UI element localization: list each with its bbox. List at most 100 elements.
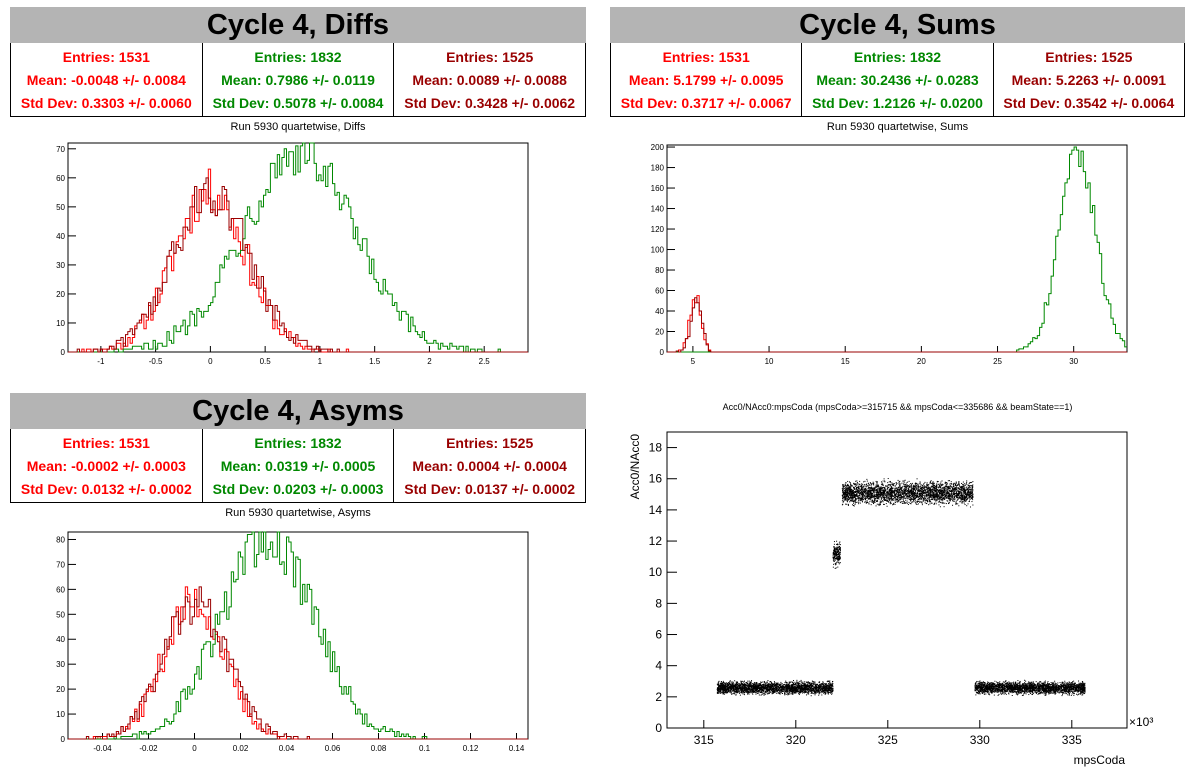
scatter-point xyxy=(808,687,810,689)
scatter-point xyxy=(887,500,889,502)
scatter-point xyxy=(774,689,776,691)
scatter-point xyxy=(729,684,731,686)
scatter-point xyxy=(774,685,776,687)
scatter-point xyxy=(814,686,816,688)
x-tick-label: 0 xyxy=(208,357,213,366)
scatter-point xyxy=(909,492,911,494)
scatter-point xyxy=(852,494,854,496)
scatter-point xyxy=(969,489,971,491)
scatter-point xyxy=(784,690,786,692)
scatter-point xyxy=(833,546,835,548)
scatter-point xyxy=(725,692,727,694)
scatter-point xyxy=(763,684,765,686)
scatter-point xyxy=(730,691,732,693)
scatter-point xyxy=(846,500,848,502)
scatter-point xyxy=(883,488,885,490)
scatter-point xyxy=(735,683,737,685)
scatter-point xyxy=(771,689,773,691)
mean-text: Mean: 5.1799 +/- 0.0095 xyxy=(628,71,784,88)
y-axis-label: Acc0/NAcc0 xyxy=(628,434,642,500)
scatter-point xyxy=(833,550,835,552)
scatter-point xyxy=(799,683,801,685)
scatter-point xyxy=(736,684,738,686)
scatter-point xyxy=(725,682,727,684)
scatter-point xyxy=(861,486,863,488)
scatter-point xyxy=(720,689,722,691)
scatter-point xyxy=(942,492,944,494)
scatter-point xyxy=(724,690,726,692)
scatter-point xyxy=(717,683,719,685)
scatter-point xyxy=(886,497,888,499)
scatter-point xyxy=(831,690,833,692)
scatter-point xyxy=(819,688,821,690)
scatter-point xyxy=(755,686,757,688)
scatter-point xyxy=(928,495,930,497)
scatter-point xyxy=(963,498,965,500)
scatter-point xyxy=(815,687,817,689)
scatter-point xyxy=(769,686,771,688)
scatter-point xyxy=(921,493,923,495)
scatter-point xyxy=(763,690,765,692)
plot-frame xyxy=(666,144,1128,353)
scatter-point xyxy=(833,560,835,562)
scatter-point xyxy=(754,686,756,688)
scatter-point xyxy=(767,684,769,686)
scatter-point xyxy=(852,491,854,493)
scatter-point xyxy=(787,684,789,686)
scatter-point xyxy=(885,489,887,491)
scatter-point xyxy=(821,688,823,690)
scatter-point xyxy=(768,690,770,692)
scatter-point xyxy=(721,682,723,684)
scatter-point xyxy=(801,682,803,684)
scatter-point xyxy=(948,494,950,496)
scatter-point xyxy=(849,492,851,494)
scatter-point xyxy=(832,683,834,685)
scatter-point xyxy=(964,485,966,487)
scatter-point xyxy=(967,489,969,491)
scatter-point xyxy=(960,495,962,497)
scatter-point xyxy=(722,680,724,682)
scatter-point xyxy=(733,690,735,692)
x-tick-label: 315 xyxy=(694,733,714,747)
scatter-point xyxy=(890,492,892,494)
scatter-point xyxy=(881,482,883,484)
scatter-point xyxy=(718,690,720,692)
sums-plot-title: Run 5930 quartetwise, Sums xyxy=(826,121,969,133)
scatter-point xyxy=(886,491,888,493)
scatter-point xyxy=(770,684,772,686)
scatter-point xyxy=(798,689,800,691)
scatter-point xyxy=(743,687,745,689)
scatter-point xyxy=(834,557,836,559)
scatter-point xyxy=(888,494,890,496)
scatter-point xyxy=(870,497,872,499)
scatter-point xyxy=(918,486,920,488)
scatter-point xyxy=(725,683,727,685)
scatter-point xyxy=(741,687,743,689)
scatter-point xyxy=(795,686,797,688)
scatter-point xyxy=(793,685,795,687)
scatter-point xyxy=(718,691,720,693)
scatter-point xyxy=(788,683,790,685)
scatter-point xyxy=(769,683,771,685)
scatter-point xyxy=(971,501,973,503)
scatter-point xyxy=(930,494,932,496)
scatter-point xyxy=(818,694,820,696)
scatter-point xyxy=(760,684,762,686)
scatter-point xyxy=(728,683,730,685)
scatter-point xyxy=(720,686,722,688)
scatter-point xyxy=(857,489,859,491)
scatter-point xyxy=(955,491,957,493)
scatter-point xyxy=(948,493,950,495)
scatter-point xyxy=(730,688,732,690)
scatter-point xyxy=(889,485,891,487)
scatter-point xyxy=(803,691,805,693)
scatter-point xyxy=(952,504,954,506)
scatter-point xyxy=(921,493,923,495)
scatter-point xyxy=(815,692,817,694)
scatter-point xyxy=(919,498,921,500)
scatter-point xyxy=(762,689,764,691)
scatter-point xyxy=(750,685,752,687)
scatter-point xyxy=(814,686,816,688)
scatter-point xyxy=(889,490,891,492)
scatter-point xyxy=(770,681,772,683)
